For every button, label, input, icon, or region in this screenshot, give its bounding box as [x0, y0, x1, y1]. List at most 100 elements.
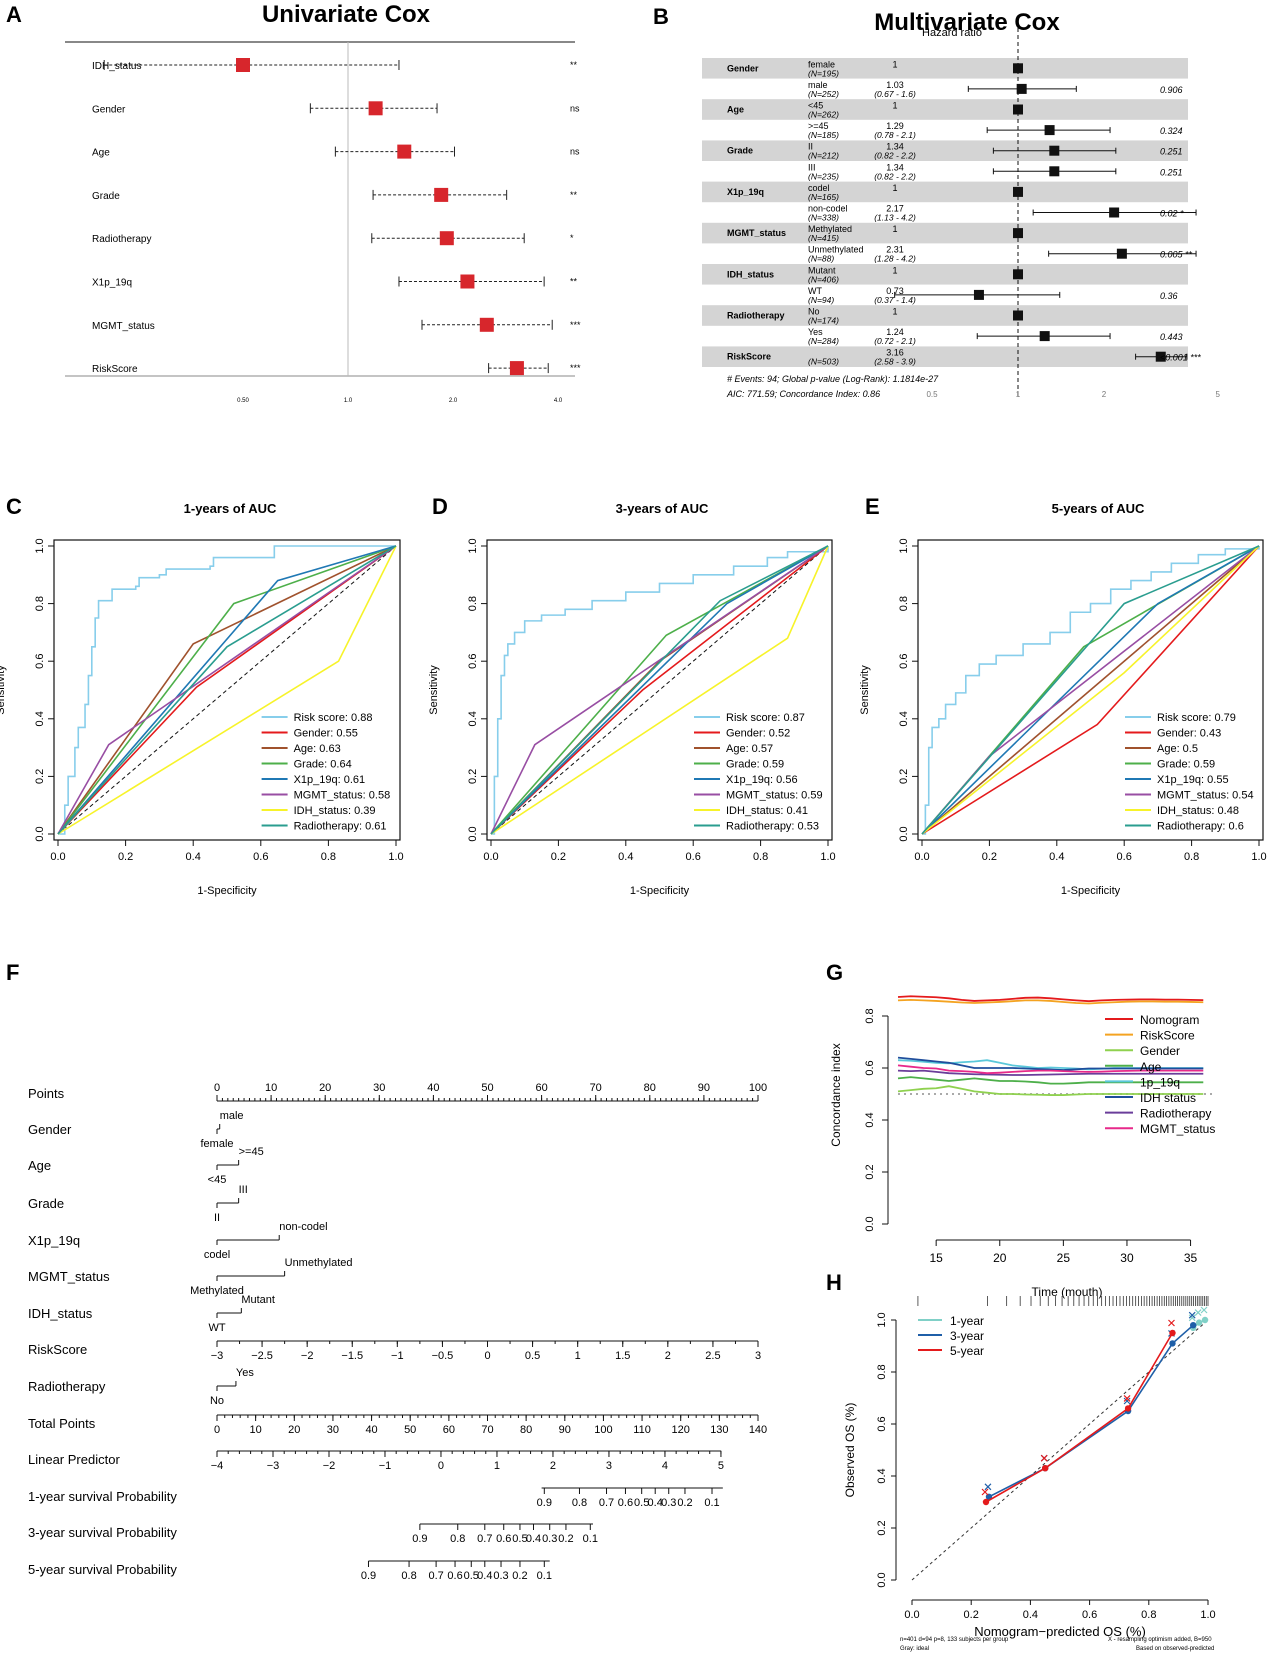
- n-label: (N=174): [808, 316, 839, 326]
- roc-curve-6: [57, 545, 397, 835]
- y-axis-label: Sensitivity: [428, 665, 440, 715]
- tick-label: −2.5: [251, 1350, 273, 1362]
- ci-value: (0.67 - 1.6): [874, 89, 916, 99]
- panel-label-g: G: [826, 960, 843, 985]
- calibration-point: [1169, 1329, 1176, 1337]
- category-label: II: [214, 1212, 220, 1224]
- x-tick-label: 2: [1102, 390, 1107, 399]
- optimism-marker: [1123, 1397, 1131, 1405]
- tick-label: 0.9: [412, 1533, 427, 1545]
- tick-label: 0.8: [450, 1533, 465, 1545]
- group-band: [702, 140, 1188, 161]
- cindex-line-3: [897, 1076, 1204, 1085]
- cindex-line-7: [897, 1064, 1204, 1075]
- row-label: Grade: [92, 191, 120, 202]
- tick-label: −3: [267, 1460, 280, 1472]
- x-tick-label: 20: [993, 1251, 1007, 1265]
- hr-value: 3.16: [886, 348, 904, 358]
- x-tick-label: 35: [1184, 1251, 1198, 1265]
- tick-label: 0.7: [428, 1570, 443, 1582]
- y-tick-label: 0.8: [467, 596, 479, 611]
- y-tick-label: 1.0: [898, 538, 910, 553]
- legend-label: Radiotherapy: 0.61: [294, 821, 387, 833]
- n-label: (N=94): [808, 295, 834, 305]
- roc-curve-5: [57, 545, 397, 835]
- variable-label: Gender: [727, 63, 759, 73]
- x-tick-label: 2.0: [449, 398, 458, 404]
- legend-label: Radiotherapy: 0.53: [726, 821, 819, 833]
- tick-label: 70: [590, 1082, 602, 1094]
- x-tick-label: 0.6: [253, 851, 268, 863]
- nomogram-row-label: Radiotherapy: [28, 1379, 106, 1394]
- x-tick-label: 1.0: [388, 851, 403, 863]
- legend-label: Gender: [1140, 1044, 1180, 1058]
- n-label: (N=165): [808, 192, 839, 202]
- ci-value: (2.58 - 3.9): [874, 357, 916, 367]
- y-tick-label: 0.6: [864, 1060, 876, 1075]
- calibration-point: [1169, 1340, 1176, 1347]
- x-tick-label: 0.2: [551, 851, 566, 863]
- row-label: RiskScore: [92, 364, 138, 375]
- ci-value: (0.37 - 1.4): [874, 295, 916, 305]
- legend-label: Grade: 0.59: [726, 759, 784, 771]
- panel-f-nomogram: F Points 0 10 20 30 40 50 60 70 80 90 100Gendermale…: [6, 960, 767, 1582]
- n-label: (N=185): [808, 130, 839, 140]
- y-tick-label: 0.2: [34, 769, 46, 784]
- y-tick-label: 0.4: [34, 711, 46, 726]
- tick-label: 0: [484, 1350, 490, 1362]
- x-tick-label: 1.0: [1200, 1609, 1215, 1621]
- tick-label: 0.3: [493, 1570, 508, 1582]
- ideal-line: [911, 1319, 1209, 1581]
- tick-label: 1: [575, 1350, 581, 1362]
- roc-curve-4: [921, 545, 1260, 835]
- significance-label: **: [570, 190, 578, 200]
- cindex-line-1: [897, 998, 1204, 1005]
- footnote-right-1: X - resampling optimism added, B=950: [1108, 1637, 1212, 1643]
- tick-label: 20: [319, 1082, 331, 1094]
- x-tick-label: 0.4: [1023, 1609, 1038, 1621]
- plot-frame: [917, 539, 1264, 841]
- hr-square: [1116, 248, 1127, 259]
- tick-label: 3: [755, 1350, 761, 1362]
- hazard-ratio-axis-title: Hazard ratio: [922, 27, 982, 39]
- x-tick-label: 4.0: [554, 398, 563, 404]
- level-label: Mutant: [808, 265, 836, 275]
- n-label: (N=406): [808, 274, 839, 284]
- hr-value: 2.17: [886, 204, 904, 214]
- optimism-marker: [1194, 1309, 1202, 1317]
- category-label: Unmethylated: [285, 1257, 353, 1269]
- tick-label: 0.5: [634, 1497, 649, 1509]
- x-tick-label: 0.6: [1082, 1609, 1097, 1621]
- y-tick-label: 0.8: [876, 1364, 888, 1379]
- x-tick-label: 0.2: [118, 851, 133, 863]
- nomogram-row-label: RiskScore: [28, 1342, 87, 1357]
- hr-square: [1013, 186, 1023, 197]
- y-tick-label: 0.0: [467, 826, 479, 841]
- ci-value: (0.78 - 2.1): [874, 130, 916, 140]
- x-axis-label: 1-Specificity: [630, 885, 690, 897]
- legend-label: Risk score: 0.87: [726, 712, 805, 724]
- tick-label: 50: [404, 1424, 416, 1436]
- x-axis-label: Nomogram−predicted OS (%): [974, 1624, 1146, 1639]
- optimism-marker: [1123, 1394, 1131, 1402]
- n-label: (N=338): [808, 213, 839, 223]
- tick-label: 0.3: [661, 1497, 676, 1509]
- hr-square: [439, 231, 454, 246]
- tick-label: −4: [211, 1460, 224, 1472]
- tick-label: 110: [633, 1424, 651, 1436]
- legend-label: RiskScore: [1140, 1029, 1195, 1043]
- roc-curve-4: [57, 545, 397, 835]
- tick-label: 0.6: [496, 1533, 511, 1545]
- calibration-point: [1124, 1405, 1132, 1412]
- row-label: Gender: [92, 104, 126, 115]
- group-band: [702, 99, 1188, 120]
- tick-label: 0.4: [526, 1533, 541, 1545]
- x-tick-label: 1: [1016, 390, 1021, 399]
- hr-value: 1: [892, 265, 897, 275]
- roc-curve-4: [490, 545, 829, 835]
- legend-label: IDH_status: 0.39: [294, 805, 376, 817]
- y-tick-label: 0.4: [864, 1112, 876, 1127]
- roc-curve-1: [921, 545, 1260, 835]
- y-tick-label: 0.0: [898, 826, 910, 841]
- tick-label: 2: [550, 1460, 556, 1472]
